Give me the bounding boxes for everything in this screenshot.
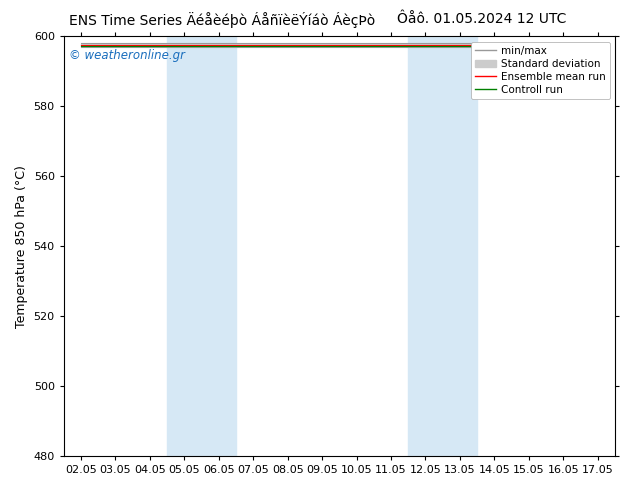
Text: Ôåô. 01.05.2024 12 UTC: Ôåô. 01.05.2024 12 UTC xyxy=(397,12,567,26)
Text: ENS Time Series Äéåèéþò ÁåñïèëÝíáò ÁèçÞò: ENS Time Series Äéåèéþò ÁåñïèëÝíáò ÁèçÞò xyxy=(68,12,375,28)
Legend: min/max, Standard deviation, Ensemble mean run, Controll run: min/max, Standard deviation, Ensemble me… xyxy=(470,42,610,99)
Bar xyxy=(167,36,236,456)
Bar xyxy=(408,36,477,456)
Text: © weatheronline.gr: © weatheronline.gr xyxy=(69,49,185,62)
Y-axis label: Temperature 850 hPa (°C): Temperature 850 hPa (°C) xyxy=(15,165,28,328)
